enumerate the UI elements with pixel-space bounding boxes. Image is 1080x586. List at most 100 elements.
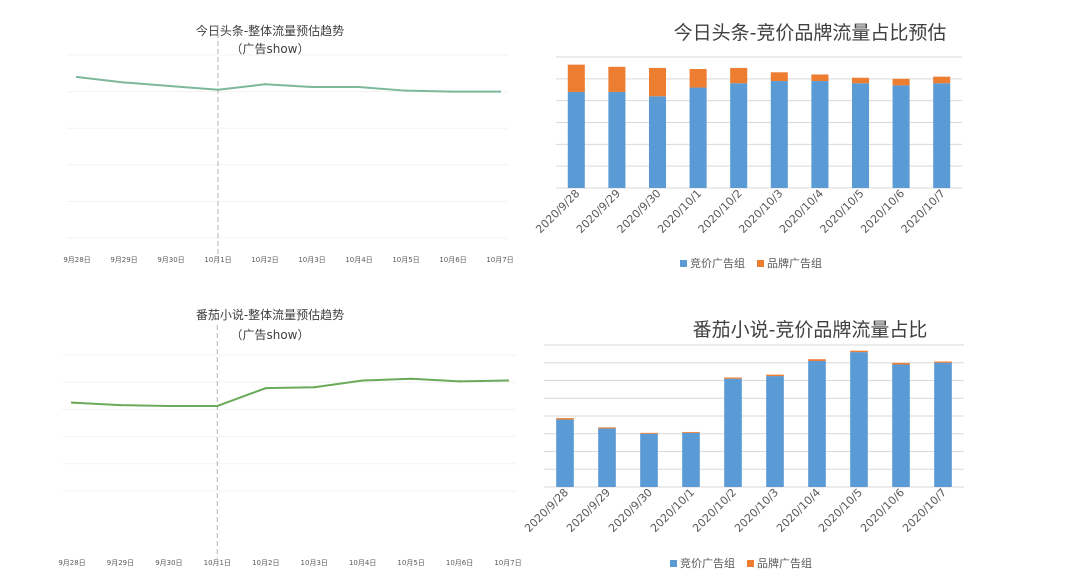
bar-brand [933, 76, 951, 84]
bar-bid [851, 83, 870, 188]
x-tick-label: 10月3日 [298, 256, 325, 264]
data-point [498, 90, 502, 93]
line-chart-toutiao: 9月28日 9月29日 9月30日 10月1日 10月2日 10月3日 10月4日 10月5日… [63, 25, 514, 264]
x-tick-label: 9月28日 [63, 256, 90, 264]
chart-subtitle: （广告show） [230, 42, 310, 56]
data-point [264, 387, 267, 390]
legend-swatch [747, 560, 754, 567]
x-tick-label: 2020/10/5 [816, 486, 865, 535]
chart-subtitle: （广告show） [230, 328, 310, 342]
x-tick-label: 10月4日 [345, 256, 372, 264]
bar-brand [682, 431, 700, 433]
data-point [216, 88, 220, 91]
x-tick-label: 10月2日 [252, 559, 279, 567]
legend-swatch [680, 260, 687, 267]
chart-title: 今日头条-整体流量预估趋势 [195, 24, 345, 38]
bar-bid [730, 83, 748, 188]
bar-bid [933, 83, 951, 188]
x-tick-label: 10月6日 [439, 256, 466, 264]
x-tick-label: 2020/10/1 [648, 486, 697, 535]
bar-bid [556, 419, 574, 487]
x-tick-label: 10月7日 [486, 256, 513, 264]
panel-fanqie-share: 番茄小说-竞价品牌流量占比 2020/9/28 2020/9/29 2020/9/3… [522, 293, 1080, 586]
bar-brand [730, 67, 748, 84]
x-tick-label: 2020/10/6 [858, 486, 907, 535]
x-tick-label: 2020/10/3 [732, 486, 781, 535]
data-point [451, 90, 455, 93]
legend: 竞价广告组 品牌广告组 [670, 555, 812, 571]
bar-brand [850, 350, 868, 353]
bar-bid [766, 376, 784, 487]
data-point [313, 386, 316, 389]
bar-brand [808, 359, 826, 361]
legend-item-brand: 品牌广告组 [747, 555, 812, 571]
bar-bid [811, 81, 829, 188]
x-tick-label: 9月28日 [58, 559, 85, 567]
bar-chart-toutiao: 2020/9/282020/9/292020/9/302020/10/12020… [533, 56, 962, 236]
x-tick-label: 10月1日 [204, 559, 231, 567]
data-point [122, 81, 126, 84]
bar-brand [892, 78, 910, 86]
legend-item-bid: 竞价广告组 [680, 255, 745, 271]
data-point [404, 89, 408, 92]
bar-bid [608, 91, 626, 188]
bar-brand [608, 66, 626, 92]
data-point [263, 83, 267, 86]
x-tick-label: 10月5日 [392, 256, 419, 264]
legend-item-brand: 品牌广告组 [757, 255, 822, 271]
bar-bid [770, 81, 788, 188]
bar-brand [556, 418, 574, 420]
data-point [70, 401, 74, 404]
panel-toutiao-share: 今日头条-竞价品牌流量占比预估 2020/9/28 2020/9/29 2020/9… [533, 0, 1080, 293]
legend: 竞价广告组 品牌广告组 [680, 255, 822, 271]
data-point [310, 85, 314, 89]
legend-label: 品牌广告组 [757, 557, 812, 570]
bar-brand [640, 432, 658, 434]
data-point [167, 404, 170, 408]
bar-brand [892, 362, 910, 365]
x-tick-label: 2020/10/7 [899, 187, 948, 236]
panel-toutiao-trend: 今日头条-整体流量预估趋势 （广告show） 9月28日 9月29日 9月30日 10… [0, 0, 540, 293]
legend-swatch [757, 260, 764, 267]
chart-title: 今日头条-竞价品牌流量占比预估 [673, 22, 947, 44]
legend-item-bid: 竞价广告组 [670, 555, 735, 571]
bar-brand [648, 67, 667, 97]
bar-brand [766, 374, 784, 377]
chart-title: 番茄小说-竞价品牌流量占比 [692, 319, 928, 341]
bar-brand [567, 64, 585, 92]
data-point [458, 380, 461, 383]
data-point [119, 404, 122, 407]
legend-label: 品牌广告组 [767, 257, 822, 270]
bar-bid [850, 352, 868, 487]
data-point [357, 85, 361, 89]
chart-title: 番茄小说-整体流量预估趋势 [195, 308, 345, 322]
series-line [76, 75, 500, 93]
data-point [361, 379, 364, 382]
bar-bid [724, 378, 742, 487]
data-point [169, 85, 173, 88]
bar-bid [934, 362, 952, 487]
bar-bid [640, 433, 658, 487]
x-tick-label: 2020/10/2 [690, 486, 739, 535]
x-tick-label: 10月4日 [349, 559, 376, 567]
x-tick-label: 2020/9/29 [564, 486, 613, 535]
x-tick-label: 2020/9/30 [606, 486, 655, 535]
bar-brand [934, 361, 952, 363]
x-tick-label: 10月1日 [204, 256, 231, 264]
x-tick-label: 9月29日 [107, 559, 134, 567]
bar-bid [689, 87, 707, 188]
x-tick-label: 2020/10/7 [900, 486, 949, 535]
x-tick-label: 10月6日 [446, 559, 473, 567]
bar-bid [682, 432, 700, 487]
panel-fanqie-trend: 番茄小说-整体流量预估趋势 （广告show） 9月28日 9月29日 9月30日 10… [0, 293, 540, 586]
x-tick-label: 10月7日 [494, 559, 521, 567]
bar-bid [892, 85, 910, 188]
bar-chart-fanqie: 2020/9/282020/9/292020/9/302020/10/12020… [522, 344, 964, 535]
x-tick-label: 9月30日 [157, 256, 184, 264]
bar-brand [770, 72, 788, 82]
x-tick-label: 9月29日 [110, 256, 137, 264]
x-tick-label: 10月2日 [251, 256, 278, 264]
x-tick-label: 2020/10/4 [774, 486, 823, 535]
x-tick-label: 10月5日 [397, 559, 424, 567]
bar-brand [598, 427, 616, 429]
